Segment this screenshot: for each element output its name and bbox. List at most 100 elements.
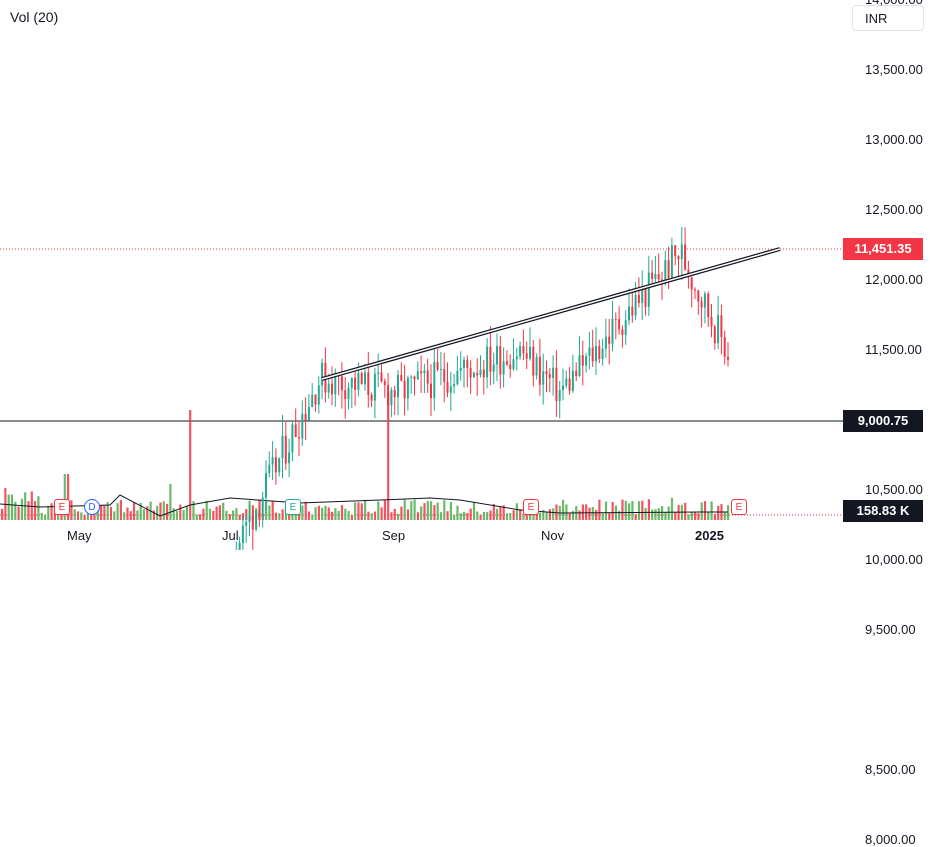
volume-bar <box>109 506 113 520</box>
time-axis-label: May <box>67 528 92 543</box>
candle-body <box>439 369 442 371</box>
candle-body <box>482 369 485 378</box>
volume-indicator-label[interactable]: Vol (20) <box>10 9 59 25</box>
volume-bar <box>47 505 50 520</box>
candle-body <box>598 345 601 359</box>
volume-bar <box>63 474 66 520</box>
candle-body <box>281 435 284 459</box>
volume-bar <box>7 494 10 520</box>
candle-body <box>545 371 548 375</box>
volume-bar <box>436 502 439 520</box>
volume-bar <box>268 505 271 520</box>
volume-bar <box>142 509 146 520</box>
volume-bar <box>202 508 205 520</box>
candle-body <box>397 375 399 398</box>
volume-bar <box>334 508 337 520</box>
volume-bar <box>690 512 693 520</box>
earnings-marker[interactable]: E <box>523 499 539 515</box>
volume-bar <box>228 514 231 520</box>
candle-body <box>723 337 726 357</box>
volume-bar <box>139 502 142 520</box>
volume-bar <box>661 506 664 520</box>
price-axis-label: 10,500.00 <box>865 482 923 497</box>
candle-body <box>601 348 604 359</box>
volume-bar <box>433 505 436 520</box>
volume-bar <box>611 501 614 520</box>
volume-bar <box>413 499 416 520</box>
candle-body <box>657 274 660 280</box>
candle-body <box>720 315 723 338</box>
candle-body <box>380 372 383 382</box>
volume-bar <box>235 508 238 520</box>
candle-body <box>413 376 416 380</box>
volume-bar <box>509 513 512 520</box>
candle-body <box>628 306 630 321</box>
candle-body <box>641 287 644 303</box>
candle-body <box>634 295 637 316</box>
candle-body <box>515 356 518 360</box>
volume-bar <box>608 513 611 520</box>
currency-button[interactable]: INR <box>852 5 924 31</box>
volume-bar <box>703 501 707 520</box>
volume-bar <box>641 500 644 520</box>
volume-bar <box>146 506 149 520</box>
candle-body <box>456 370 459 385</box>
candle-body <box>433 362 436 399</box>
volume-bar <box>40 512 43 520</box>
dividend-marker[interactable]: D <box>84 499 100 515</box>
volume-bar <box>674 511 677 520</box>
candle-body <box>703 293 706 308</box>
volume-bar <box>175 510 179 520</box>
volume-bar <box>67 474 70 520</box>
candle-body <box>565 378 568 386</box>
volume-bar <box>311 514 314 520</box>
volume-bar <box>697 513 700 520</box>
candle-body <box>614 318 617 320</box>
volume-bar <box>486 511 489 520</box>
candle-body <box>538 356 541 385</box>
candle-body <box>288 452 291 464</box>
volume-bar <box>119 500 122 520</box>
candle-body <box>694 289 696 291</box>
candle-body <box>410 376 413 378</box>
volume-bar <box>430 501 433 520</box>
candle-body <box>578 355 581 377</box>
chart-canvas[interactable] <box>0 0 932 550</box>
candle-body <box>522 346 525 354</box>
candle-body <box>595 345 597 362</box>
candle-body <box>552 367 555 378</box>
candle-body <box>591 347 594 362</box>
volume-bar <box>370 513 373 520</box>
volume-bar <box>271 500 274 520</box>
candle-body <box>571 370 574 391</box>
candle-body <box>423 370 426 374</box>
volume-bar <box>670 498 674 520</box>
candle-body <box>373 373 376 401</box>
volume-bar <box>212 510 215 520</box>
volume-bar <box>538 512 542 520</box>
candle-body <box>588 347 591 357</box>
candle-body <box>499 346 502 375</box>
earnings-marker[interactable]: E <box>731 499 747 515</box>
candle-body <box>654 274 657 279</box>
earnings-marker[interactable]: E <box>54 499 70 515</box>
candle-body <box>604 336 607 349</box>
volume-bar <box>116 503 119 520</box>
candle-body <box>347 387 350 400</box>
candle-body <box>486 346 489 378</box>
candle-body <box>301 413 304 439</box>
earnings-marker[interactable]: E <box>285 499 301 515</box>
volume-bar <box>634 514 637 520</box>
volume-bar <box>73 509 76 520</box>
volume-bar <box>456 505 459 520</box>
volume-bar <box>172 508 175 520</box>
candle-body <box>529 346 531 359</box>
volume-bar <box>281 509 284 520</box>
volume-bar <box>347 510 350 520</box>
volume-bar <box>446 511 449 520</box>
price-axis-label: 12,000.00 <box>865 272 923 287</box>
volume-bar <box>654 509 657 520</box>
candle-body <box>476 372 479 376</box>
volume-bar <box>364 499 367 520</box>
volume-bar <box>588 507 591 520</box>
